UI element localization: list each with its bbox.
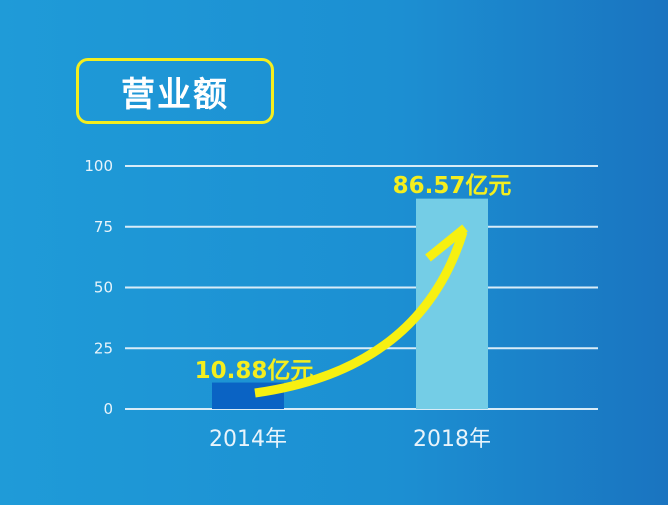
arrow-head-icon (425, 224, 468, 262)
data-label: 10.88亿元 (195, 358, 314, 384)
y-tick-label: 25 (94, 339, 113, 357)
y-tick-label: 75 (94, 218, 113, 236)
growth-arrow (254, 230, 468, 398)
chart-title: 营业额 (76, 58, 274, 124)
x-tick-label: 2018年 (413, 427, 491, 452)
data-label: 86.57亿元 (393, 173, 512, 199)
y-tick-label: 50 (94, 279, 113, 297)
x-tick-label: 2014年 (209, 427, 287, 452)
y-tick-label: 100 (84, 157, 113, 175)
y-tick-label: 0 (103, 400, 113, 418)
